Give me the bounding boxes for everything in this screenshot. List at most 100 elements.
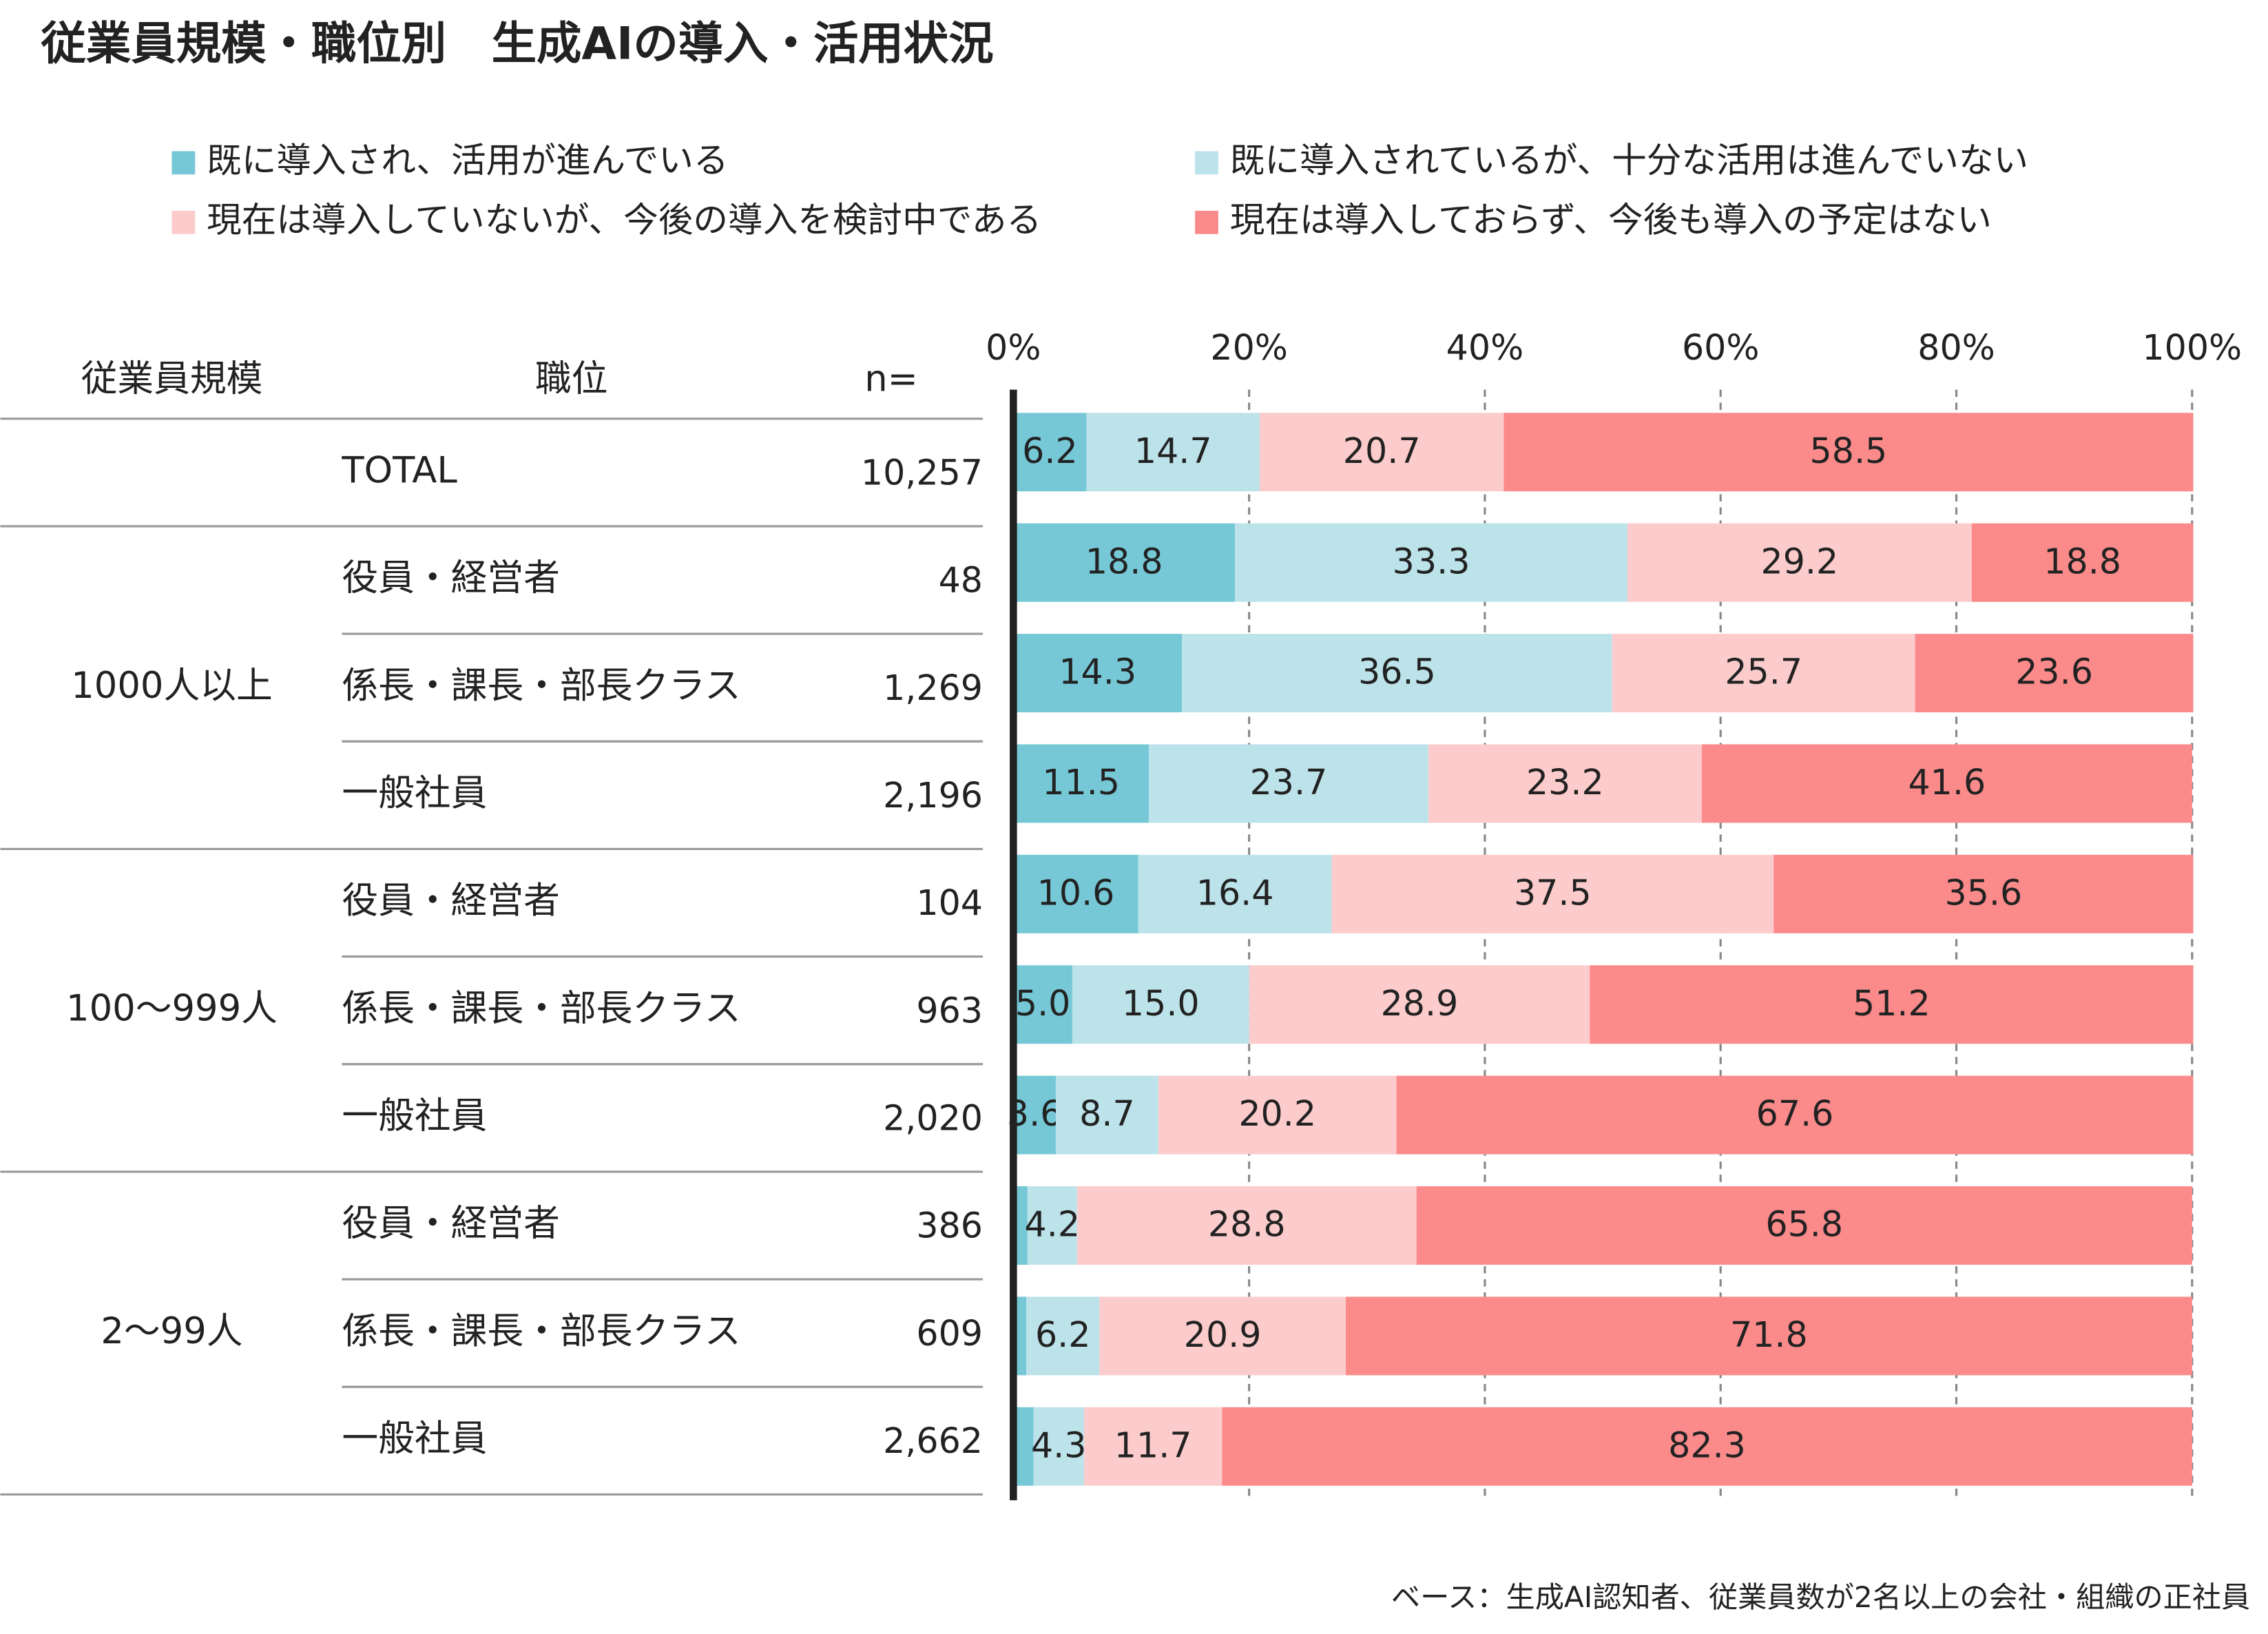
bar-segment [1099,1296,1346,1376]
bar-segment [1013,523,1236,602]
value-label: 6.2 [1035,1314,1091,1355]
bar-segment [1138,854,1332,933]
legend-label: 既に導入され、活用が進んでいる [207,140,728,180]
value-label: 4.3 [1031,1425,1087,1465]
bar-segment [1055,1075,1158,1155]
bar-segment [1260,413,1504,492]
bar-segment [1013,965,1072,1044]
value-label: 20.2 [1238,1093,1316,1134]
bar-segment [1345,1296,2192,1376]
column-header: n= [864,358,918,400]
value-label: 5.0 [1015,983,1071,1024]
value-label: 10.6 [1037,872,1115,913]
bar-segment [1084,1407,1223,1486]
x-tick-label: 20% [1210,327,1288,368]
value-label: 18.8 [2043,541,2121,581]
value-label: 14.7 [1134,431,1212,471]
value-label: 4.2 [1025,1204,1081,1245]
value-label: 15.0 [1122,983,1200,1024]
bar-segment [1590,965,2194,1044]
value-label: 11.5 [1042,762,1120,803]
bar-segment [1915,634,2194,713]
bar-segment [1149,744,1428,823]
value-label: 23.6 [2015,652,2093,692]
x-tick-label: 40% [1446,327,1524,368]
chart-title: 従業員規模・職位別 生成AIの導入・活用状況 [41,18,994,70]
bar-segment [1235,523,1628,602]
bar-segment [1331,854,1774,933]
value-label: 23.7 [1250,762,1328,803]
legend-label: 既に導入されているが、十分な活用は進んでいない [1230,140,2028,180]
value-label: 23.2 [1526,762,1604,803]
legend-swatch [171,151,196,175]
row-label: 係長・課長・部長クラス [342,665,740,707]
value-label: 67.6 [1756,1093,1834,1134]
value-label: 29.2 [1761,541,1839,581]
column-header: 職位 [535,358,608,400]
n-value: 10,257 [861,453,983,493]
group-label: 1000人以上 [71,665,273,707]
bar-segment [1013,413,1087,492]
row-label: 一般社員 [342,1095,487,1137]
bar-segment [1627,523,1972,602]
row-label: 役員・経営者 [342,880,560,922]
n-value: 2,196 [883,775,983,816]
bar-segment [1027,1186,1077,1265]
bar-segment [1428,744,1702,823]
group-label: 2〜99人 [101,1310,242,1352]
value-label: 20.9 [1184,1314,1262,1355]
row-label: 役員・経営者 [342,1203,560,1245]
bar-segment [1026,1296,1100,1376]
value-label: 8.7 [1079,1093,1135,1134]
row-label: 係長・課長・部長クラス [342,1310,740,1352]
x-tick-label: 100% [2142,327,2242,368]
x-tick-label: 80% [1917,327,1995,368]
value-label: 6.2 [1022,431,1078,471]
value-label: 11.7 [1114,1425,1192,1465]
group-label: 100〜999人 [66,987,278,1029]
row-label: 一般社員 [342,1418,487,1460]
bar-segment [1773,854,2194,933]
n-value: 2,662 [883,1420,983,1461]
value-label: 33.3 [1393,541,1470,581]
value-label: 28.8 [1208,1204,1286,1245]
n-value: 1,269 [883,668,983,708]
bar-segment [1013,744,1149,823]
x-tick-label: 0% [986,327,1041,368]
x-tick-label: 60% [1682,327,1760,368]
row-label: 役員・経営者 [342,557,560,599]
value-label: 35.6 [1945,872,2023,913]
bar-segment [1013,634,1183,713]
value-label: 65.8 [1765,1204,1843,1245]
value-label: 18.8 [1085,541,1163,581]
bar-segment [1416,1186,2192,1265]
bar-segment [1971,523,2194,602]
bar-segment [1182,634,1612,713]
value-label: 51.2 [1853,983,1931,1024]
bar-segment [1396,1075,2194,1155]
value-label: 71.8 [1730,1314,1808,1355]
bar-segment [1076,1186,1417,1265]
n-value: 963 [916,990,983,1031]
column-header: 従業員規模 [81,358,263,400]
legend-swatch [171,210,196,234]
value-label: 36.5 [1358,652,1436,692]
row-label: 一般社員 [342,772,487,814]
bar-segment [1072,965,1249,1044]
row-label: 係長・課長・部長クラス [342,987,740,1029]
row-label: TOTAL [341,449,457,491]
value-label: 14.3 [1059,652,1136,692]
footnote: ベース：生成AI認知者、従業員数が2名以上の会社・組織の正社員 [1391,1580,2250,1614]
value-label: 82.3 [1668,1425,1746,1465]
value-label: 20.7 [1343,431,1421,471]
n-value: 609 [916,1313,983,1354]
legend-swatch [1195,151,1218,175]
n-value: 2,020 [883,1098,983,1139]
n-value: 386 [916,1206,983,1246]
bar-segment [1033,1407,1085,1486]
value-label: 37.5 [1514,872,1592,913]
bar-segment [1013,1075,1056,1155]
n-value: 48 [939,560,983,601]
bar-segment [1701,744,2192,823]
